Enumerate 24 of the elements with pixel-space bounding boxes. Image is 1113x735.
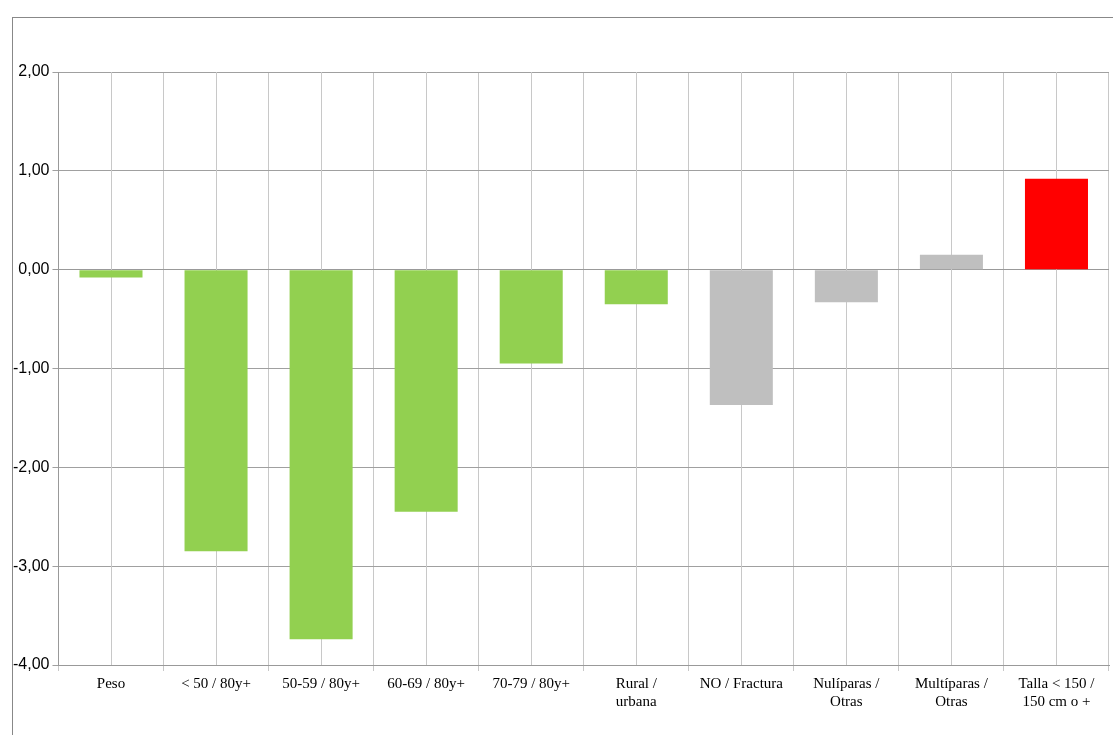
x-tick-label: NO / Fractura [699, 674, 784, 691]
bar [499, 270, 563, 364]
bar [289, 270, 353, 640]
y-tick-label: 2,00 [18, 62, 50, 80]
x-tick-label: Rural / urbana [615, 674, 658, 709]
bar [79, 270, 143, 278]
x-tick-label: 60-69 / 80y+ [387, 674, 465, 691]
y-tick-label: -2,00 [13, 457, 50, 475]
x-tick-label: Talla < 150 / 150 cm o + [1018, 674, 1096, 709]
bar [394, 270, 458, 512]
x-tick-label: Peso [96, 674, 126, 691]
bar [604, 270, 668, 305]
y-tick-label: 0,00 [18, 260, 50, 278]
bar [1024, 178, 1088, 270]
y-tick-label: -4,00 [13, 655, 50, 673]
y-tick-label: -1,00 [13, 358, 50, 376]
x-tick-label: 50-59 / 80y+ [282, 674, 360, 691]
bar [184, 270, 248, 552]
x-tick-label: Multíparas / Otras [914, 674, 989, 709]
x-tick-label: 70-79 / 80y+ [492, 674, 571, 691]
y-tick-label: -3,00 [13, 556, 50, 574]
y-tick-label: 1,00 [18, 161, 50, 179]
x-tick-label: < 50 / 80y+ [181, 674, 251, 691]
x-tick-label: Nulíparas / Otras [813, 674, 881, 709]
